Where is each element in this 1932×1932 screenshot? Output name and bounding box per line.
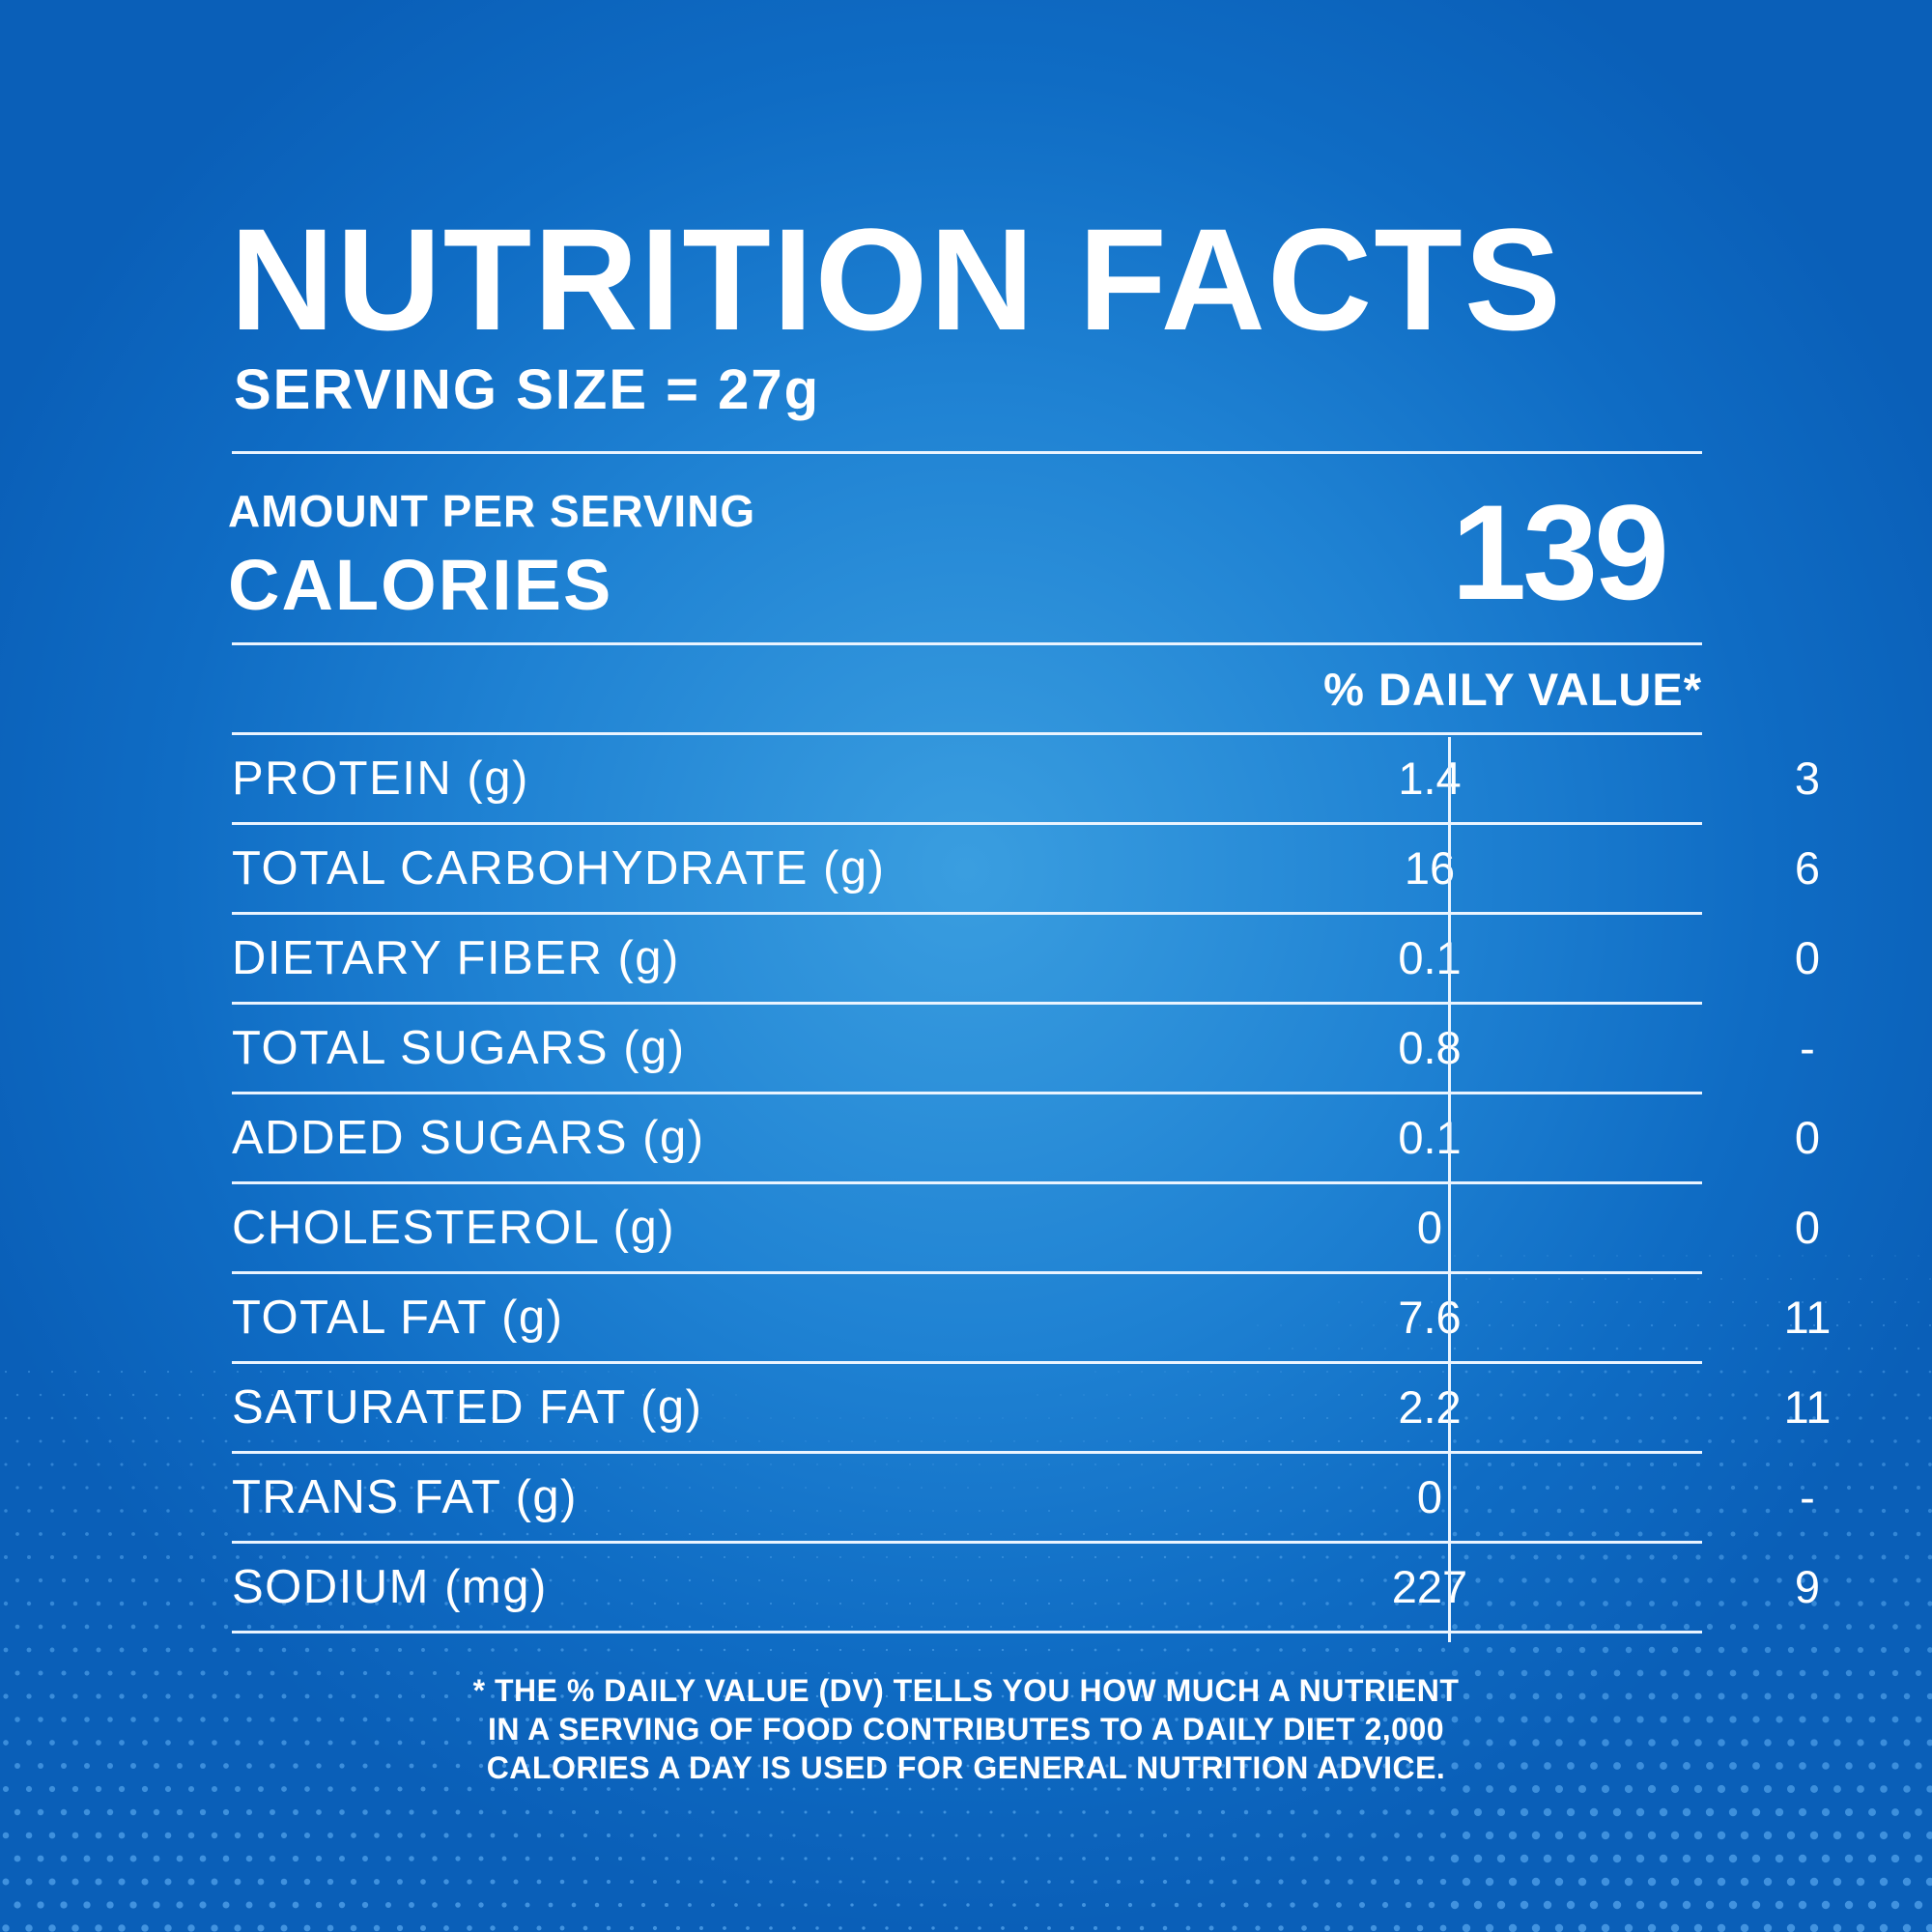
nutrient-daily-value: 11 bbox=[1783, 1381, 1832, 1433]
table-row: SODIUM (mg) 227 9 bbox=[232, 1544, 1820, 1634]
nutrient-label: TRANS FAT (g) bbox=[232, 1471, 579, 1523]
serving-size: SERVING SIZE = 27g bbox=[234, 358, 821, 421]
table-row: TRANS FAT (g) 0 - bbox=[232, 1454, 1815, 1544]
nutrient-amount: 227 bbox=[1391, 1561, 1468, 1612]
nutrient-daily-value: 9 bbox=[1794, 1561, 1821, 1612]
table-row: DIETARY FIBER (g) 0.1 0 bbox=[232, 915, 1820, 1005]
table-row: CHOLESTEROL (g) 0 0 bbox=[232, 1184, 1820, 1274]
column-divider bbox=[1448, 737, 1451, 1642]
nutrient-daily-value: 6 bbox=[1794, 842, 1821, 894]
nutrient-amount: 7.6 bbox=[1398, 1292, 1462, 1343]
nutrient-label: TOTAL SUGARS (g) bbox=[232, 1022, 686, 1074]
nutrient-amount: 0.8 bbox=[1398, 1022, 1462, 1073]
page-title: NUTRITION FACTS bbox=[230, 198, 1563, 360]
table-row: TOTAL CARBOHYDRATE (g) 16 6 bbox=[232, 825, 1820, 915]
nutrient-daily-value: 3 bbox=[1794, 753, 1821, 804]
divider bbox=[232, 642, 1702, 645]
nutrient-label: DIETARY FIBER (g) bbox=[232, 932, 680, 984]
calories-value: 139 bbox=[1451, 476, 1669, 628]
nutrient-label: PROTEIN (g) bbox=[232, 753, 529, 805]
nutrient-amount: 0 bbox=[1416, 1202, 1443, 1253]
table-row: TOTAL SUGARS (g) 0.8 - bbox=[232, 1005, 1815, 1094]
calories-label: CALORIES bbox=[228, 545, 613, 625]
nutrient-label: ADDED SUGARS (g) bbox=[232, 1112, 705, 1164]
footnote: * THE % DAILY VALUE (DV) TELLS YOU HOW M… bbox=[386, 1671, 1546, 1787]
nutrient-daily-value: 0 bbox=[1794, 1202, 1821, 1253]
nutrient-daily-value: - bbox=[1800, 1471, 1815, 1522]
nutrient-label: TOTAL CARBOHYDRATE (g) bbox=[232, 842, 886, 895]
nutrient-label: SATURATED FAT (g) bbox=[232, 1381, 703, 1434]
footnote-line: CALORIES A DAY IS USED FOR GENERAL NUTRI… bbox=[486, 1750, 1446, 1785]
nutrient-amount: 16 bbox=[1404, 842, 1456, 894]
nutrient-amount: 2.2 bbox=[1398, 1381, 1462, 1433]
nutrient-amount: 1.4 bbox=[1398, 753, 1462, 804]
nutrient-amount: 0.1 bbox=[1398, 1112, 1462, 1163]
table-row: SATURATED FAT (g) 2.2 11 bbox=[232, 1364, 1831, 1454]
nutrient-label: TOTAL FAT (g) bbox=[232, 1292, 564, 1344]
nutrient-label: CHOLESTEROL (g) bbox=[232, 1202, 676, 1254]
nutrient-daily-value: 0 bbox=[1794, 932, 1821, 983]
nutrient-amount: 0 bbox=[1416, 1471, 1443, 1522]
nutrient-table: PROTEIN (g) 1.4 3 TOTAL CARBOHYDRATE (g)… bbox=[232, 732, 1831, 1634]
nutrient-label: SODIUM (mg) bbox=[232, 1561, 548, 1613]
divider bbox=[232, 451, 1702, 454]
daily-value-header: % DAILY VALUE* bbox=[1323, 664, 1702, 715]
table-row: ADDED SUGARS (g) 0.1 0 bbox=[232, 1094, 1820, 1184]
table-row: TOTAL FAT (g) 7.6 11 bbox=[232, 1274, 1831, 1364]
nutrient-daily-value: 0 bbox=[1794, 1112, 1821, 1163]
nutrient-daily-value: - bbox=[1800, 1022, 1815, 1073]
footnote-line: * THE % DAILY VALUE (DV) TELLS YOU HOW M… bbox=[472, 1673, 1460, 1708]
amount-per-serving-label: AMOUNT PER SERVING bbox=[228, 486, 756, 536]
table-row: PROTEIN (g) 1.4 3 bbox=[232, 735, 1820, 825]
nutrient-daily-value: 11 bbox=[1783, 1292, 1832, 1343]
nutrient-amount: 0.1 bbox=[1398, 932, 1462, 983]
footnote-line: IN A SERVING OF FOOD CONTRIBUTES TO A DA… bbox=[487, 1712, 1445, 1747]
